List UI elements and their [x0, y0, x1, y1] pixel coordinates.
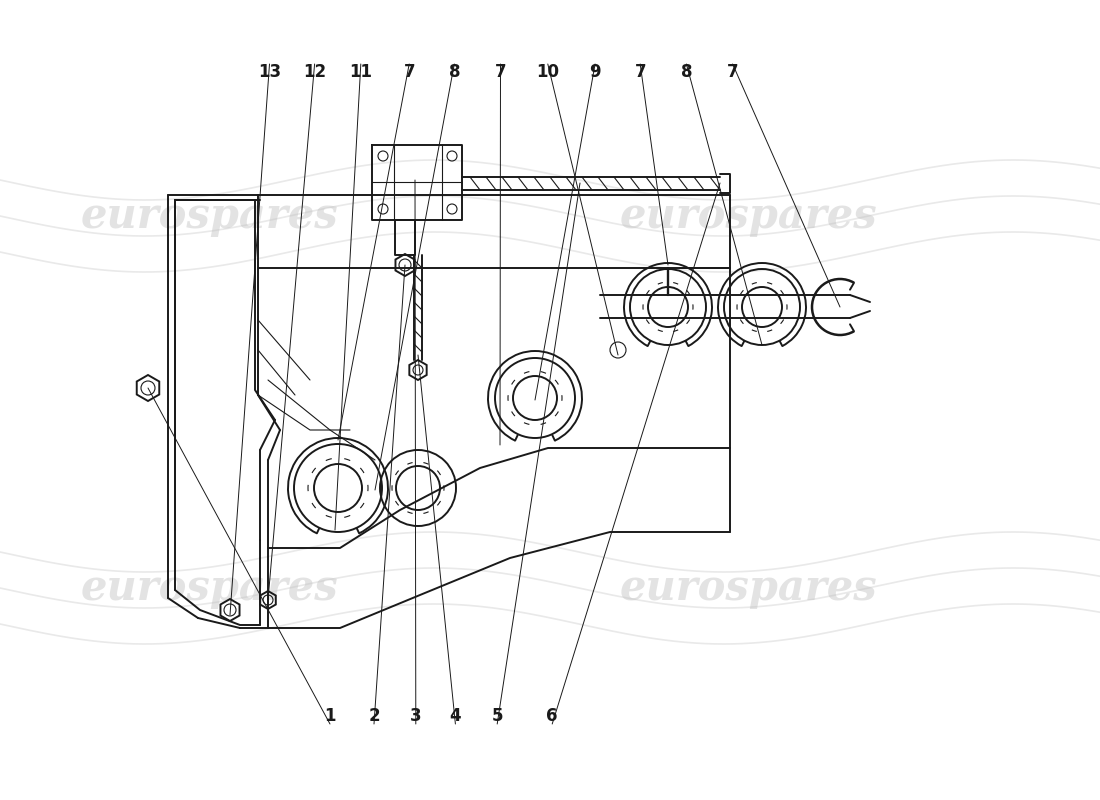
Text: eurospares: eurospares: [619, 567, 877, 609]
Text: 13: 13: [257, 63, 282, 81]
Text: 8: 8: [449, 63, 460, 81]
Text: 10: 10: [537, 63, 559, 81]
Text: 4: 4: [450, 707, 461, 725]
Text: 1: 1: [324, 707, 336, 725]
Text: 5: 5: [492, 707, 503, 725]
Text: 7: 7: [404, 63, 415, 81]
Text: 6: 6: [547, 707, 558, 725]
Text: 7: 7: [635, 63, 646, 81]
Text: 8: 8: [681, 63, 692, 81]
Text: eurospares: eurospares: [80, 195, 338, 237]
Text: 12: 12: [302, 63, 327, 81]
Text: 2: 2: [368, 707, 379, 725]
Text: 7: 7: [727, 63, 738, 81]
Text: eurospares: eurospares: [619, 195, 877, 237]
Text: eurospares: eurospares: [80, 567, 338, 609]
Text: 7: 7: [495, 63, 506, 81]
Text: 11: 11: [350, 63, 372, 81]
Text: 3: 3: [410, 707, 421, 725]
Text: 9: 9: [590, 63, 601, 81]
